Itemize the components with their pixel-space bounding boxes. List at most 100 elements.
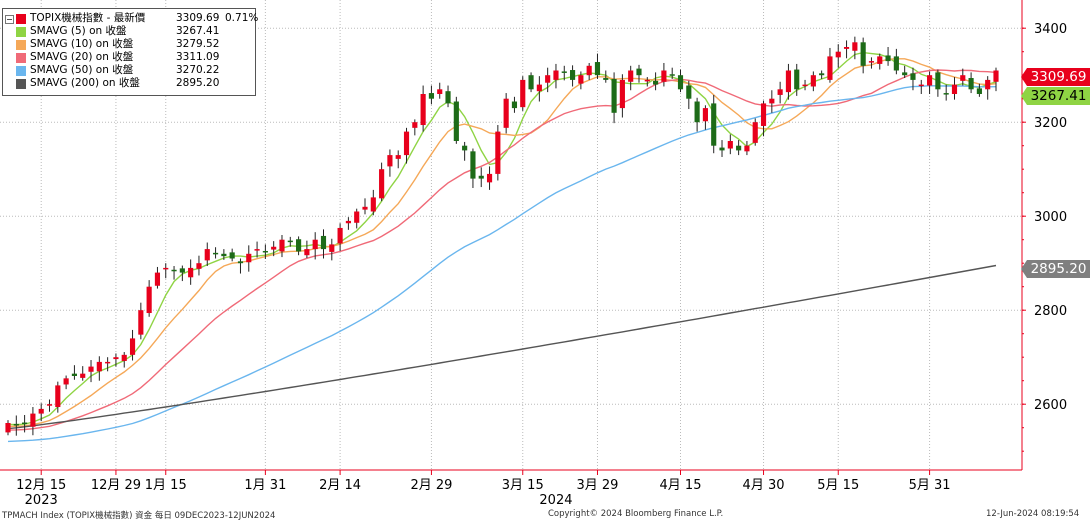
candle-body (96, 361, 102, 372)
x-tick-label: 5月 15 (817, 478, 859, 493)
candle-body (918, 84, 924, 87)
candle-body (271, 246, 277, 250)
legend-collapse-icon[interactable] (5, 15, 14, 24)
legend-swatch-sma20 (16, 53, 26, 63)
legend-row-price: TOPIX機械指數 - 最新價 3309.69 0.71% (3, 12, 259, 25)
candle-body (536, 84, 542, 92)
candle-body (113, 357, 119, 360)
candle-body (370, 197, 376, 212)
candle-body (744, 145, 750, 152)
legend-price-name: TOPIX機械指數 - 最新價 (30, 12, 146, 24)
candle-body (503, 98, 509, 128)
candle-body (619, 79, 625, 109)
candle-body (387, 155, 393, 167)
candle-body (420, 94, 426, 126)
candle-body (860, 42, 866, 66)
legend-sma50-name: SMAVG (50) on 收盤 (30, 64, 134, 76)
x-tick-label: 1月 31 (244, 478, 286, 493)
legend-swatch-sma5 (16, 27, 26, 37)
candle-body (993, 70, 999, 82)
candle-body (951, 84, 958, 94)
candle-body (287, 240, 293, 243)
chart-legend: TOPIX機械指數 - 最新價 3309.69 0.71% SMAVG (5) … (2, 8, 259, 96)
candle-body (105, 361, 111, 364)
candle-body (63, 378, 69, 385)
candle-body (644, 79, 650, 82)
candle-body (702, 108, 708, 122)
candle-body (5, 423, 11, 433)
candle-body (279, 239, 285, 252)
candle-body (561, 71, 567, 73)
legend-sma200-value: 2895.20 (176, 77, 220, 89)
candle-body (486, 173, 493, 183)
sma-line-20 (7, 69, 997, 431)
candle-body (138, 310, 144, 335)
legend-sma20-value: 3311.09 (176, 51, 220, 63)
x-tick-label: 12月 15 (16, 478, 66, 493)
candle-body (827, 56, 833, 80)
sma5-tag: 3267.41 (1021, 87, 1090, 105)
last-price-tag: 3309.69 (1021, 68, 1090, 86)
candle-body (345, 220, 351, 224)
legend-swatch-sma10 (16, 40, 26, 50)
candle-body (611, 78, 617, 113)
candle-body (462, 145, 468, 151)
candle-body (819, 73, 825, 76)
candle-body (785, 70, 792, 93)
candle-body (337, 227, 343, 244)
candle-body (835, 51, 841, 58)
x-tick-label: 3月 15 (502, 478, 544, 493)
candle-body (603, 78, 609, 80)
candle-body (578, 75, 584, 84)
candle-body (163, 267, 169, 270)
candle-body (694, 101, 700, 123)
candle-body (395, 155, 401, 159)
candle-body (960, 75, 966, 81)
candle-body (769, 98, 775, 104)
candle-body (329, 244, 335, 252)
legend-row-sma10: SMAVG (10) on 收盤 3279.52 (3, 38, 257, 51)
legend-price-change: 0.71% (225, 12, 259, 24)
candle-body (320, 235, 327, 250)
sma-line-5 (7, 51, 997, 426)
legend-swatch-sma50 (16, 66, 26, 76)
legend-price-value: 3309.69 (176, 12, 220, 24)
candle-body (445, 91, 451, 104)
candle-body (246, 253, 252, 263)
candle-body (653, 80, 659, 85)
legend-sma200-name: SMAVG (200) on 收盤 (30, 77, 140, 89)
x-tick-label: 3月 29 (577, 478, 619, 493)
x-tick-label: 1月 15 (145, 478, 187, 493)
sma200-tag: 2895.20 (1021, 260, 1090, 278)
candle-body (677, 75, 684, 90)
candle-body (794, 69, 800, 90)
legend-swatch-sma200 (16, 79, 26, 89)
candle-body (520, 79, 526, 108)
candle-body (528, 75, 534, 90)
y-tick-label: 3200 (1034, 116, 1067, 131)
candle-body (412, 122, 418, 128)
candle-body (852, 42, 858, 51)
candle-body (254, 249, 260, 251)
x-year-label: 2024 (539, 493, 572, 508)
candle-body (868, 61, 875, 63)
sma-line-10 (7, 58, 997, 428)
candle-body (802, 84, 808, 87)
candle-body (719, 147, 725, 151)
x-tick-label: 2月 29 (410, 478, 452, 493)
sma-line-50 (7, 84, 997, 443)
candle-body (495, 131, 501, 174)
candle-body (80, 373, 86, 378)
candle-body (129, 338, 136, 355)
x-tick-label: 4月 15 (660, 478, 702, 493)
candle-body (752, 122, 758, 143)
legend-sma5-name: SMAVG (5) on 收盤 (30, 25, 127, 37)
candle-body (976, 88, 982, 94)
candle-body (569, 70, 576, 80)
candle-body (312, 239, 318, 250)
candle-body (910, 73, 916, 80)
footer-source: TPMACH Index (TOPIX機械指數) 資金 每日 09DEC2023… (2, 511, 276, 521)
y-tick-label: 2600 (1034, 398, 1067, 413)
candle-body (968, 78, 974, 90)
candle-body (403, 131, 410, 156)
